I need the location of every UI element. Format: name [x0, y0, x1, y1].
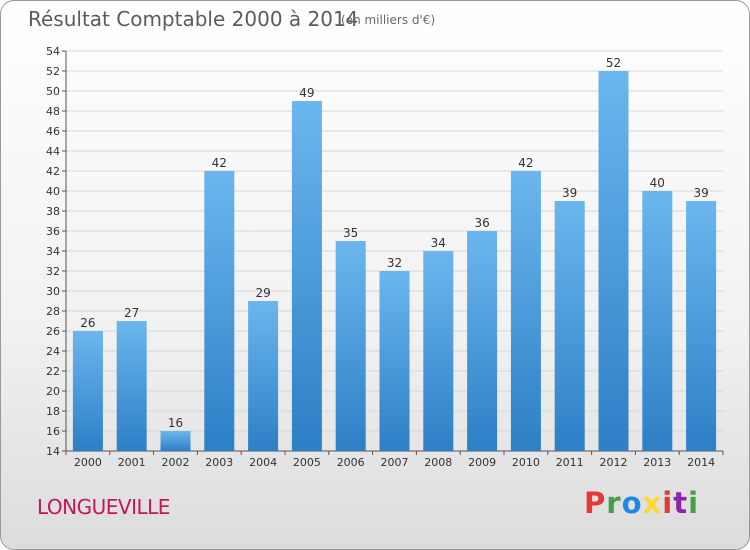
bar — [248, 301, 279, 451]
x-tick-label: 2010 — [512, 456, 540, 469]
x-tick-label: 2001 — [118, 456, 146, 469]
data-label: 39 — [562, 186, 577, 200]
proxiti-logo: Proxiti — [584, 486, 699, 526]
y-tick-label: 42 — [46, 165, 60, 178]
x-tick-label: 2006 — [337, 456, 365, 469]
x-tick-label: 2014 — [687, 456, 715, 469]
x-tick-label: 2008 — [424, 456, 452, 469]
data-label: 52 — [606, 56, 621, 70]
y-tick-label: 40 — [46, 185, 60, 198]
y-tick-label: 48 — [46, 105, 60, 118]
y-tick-label: 16 — [46, 425, 60, 438]
data-label: 39 — [693, 186, 708, 200]
bar — [510, 171, 541, 451]
data-label: 34 — [431, 236, 446, 250]
logo-letter: r — [606, 486, 622, 520]
y-tick-label: 14 — [46, 445, 60, 458]
x-tick-label: 2003 — [205, 456, 233, 469]
bar — [598, 71, 629, 451]
data-label: 42 — [212, 156, 227, 170]
logo-letter: P — [584, 486, 607, 520]
y-tick-label: 46 — [46, 125, 60, 138]
bar — [467, 231, 498, 451]
y-tick-label: 28 — [46, 305, 60, 318]
data-label: 32 — [387, 256, 402, 270]
data-label: 16 — [168, 416, 183, 430]
bar — [72, 331, 103, 451]
x-tick-label: 2007 — [381, 456, 409, 469]
x-tick-label: 2002 — [162, 456, 190, 469]
y-tick-label: 50 — [46, 85, 60, 98]
x-tick-label: 2000 — [74, 456, 102, 469]
y-tick-label: 26 — [46, 325, 60, 338]
bar — [642, 191, 673, 451]
y-tick-label: 52 — [46, 65, 60, 78]
y-tick-label: 32 — [46, 265, 60, 278]
bar — [686, 201, 717, 451]
y-tick-label: 20 — [46, 385, 60, 398]
y-tick-label: 30 — [46, 285, 60, 298]
y-tick-label: 36 — [46, 225, 60, 238]
y-tick-label: 54 — [46, 45, 60, 58]
bar — [116, 321, 147, 451]
x-tick-label: 2012 — [600, 456, 628, 469]
data-label: 35 — [343, 226, 358, 240]
data-label: 29 — [255, 286, 270, 300]
logo-letter: i — [688, 486, 700, 520]
x-tick-label: 2011 — [556, 456, 584, 469]
y-tick-label: 18 — [46, 405, 60, 418]
bar — [379, 271, 410, 451]
x-tick-label: 2009 — [468, 456, 496, 469]
bar — [160, 431, 191, 451]
bar — [291, 101, 322, 451]
data-label: 27 — [124, 306, 139, 320]
chart-subtitle: (en milliers d'€) — [341, 13, 436, 27]
bar — [423, 251, 454, 451]
logo-letter: t — [673, 486, 689, 520]
x-tick-label: 2005 — [293, 456, 321, 469]
logo-letter: x — [642, 486, 663, 520]
commune-name: LONGUEVILLE — [37, 495, 170, 519]
data-label: 36 — [474, 216, 489, 230]
data-label: 40 — [650, 176, 665, 190]
logo-letter: o — [621, 486, 643, 520]
chart-title: Résultat Comptable 2000 à 2014 — [28, 7, 359, 31]
bar — [335, 241, 366, 451]
x-tick-label: 2004 — [249, 456, 277, 469]
y-tick-label: 22 — [46, 365, 60, 378]
y-tick-label: 24 — [46, 345, 60, 358]
data-label: 26 — [80, 316, 95, 330]
logo-letter: i — [662, 486, 674, 520]
data-label: 42 — [518, 156, 533, 170]
bar — [204, 171, 235, 451]
data-label: 49 — [299, 86, 314, 100]
x-tick-label: 2013 — [643, 456, 671, 469]
y-tick-label: 38 — [46, 205, 60, 218]
y-tick-label: 44 — [46, 145, 60, 158]
y-tick-label: 34 — [46, 245, 60, 258]
bar — [554, 201, 585, 451]
